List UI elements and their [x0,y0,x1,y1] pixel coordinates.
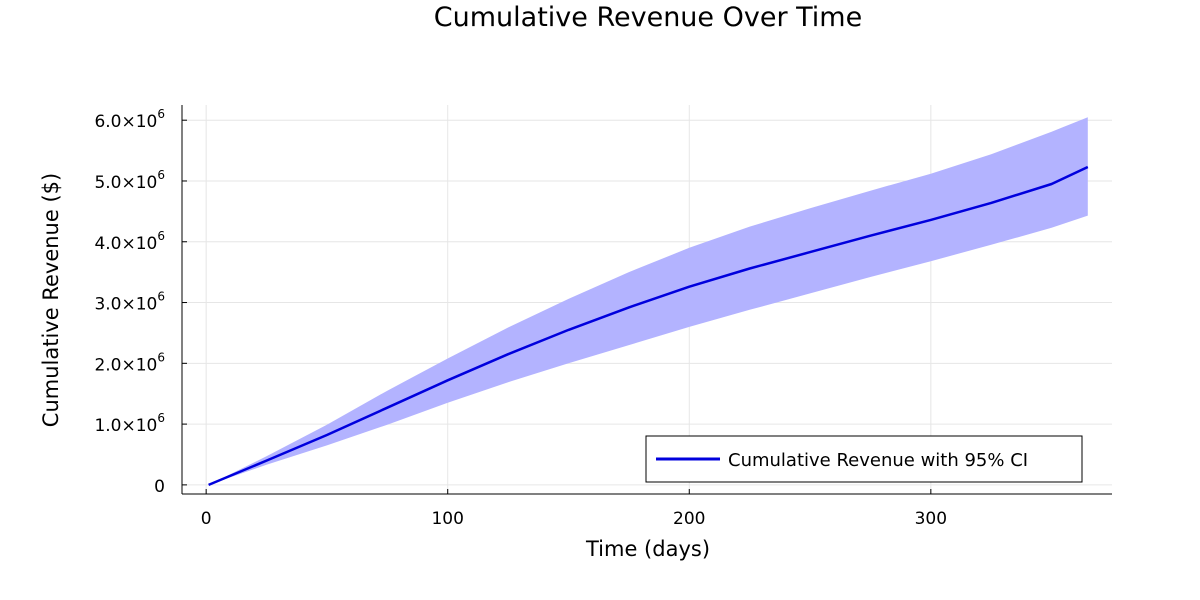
series-line-layer [208,165,1089,487]
y-tick-label-6: 6.0×106 [94,107,165,132]
series-line [208,165,1089,487]
y-tick-labels: 0 1.0×106 2.0×106 3.0×106 4.0×106 5.0×106 6.0×… [94,107,165,497]
x-tick-labels: 0 100 200 300 [201,509,947,529]
legend: Cumulative Revenue with 95% CI [645,435,1083,483]
x-axis-label: Time (days) [585,537,710,561]
y-tick-label-1: 1.0×106 [94,411,165,436]
y-tick-label-2: 2.0×106 [94,350,165,375]
y-tick-label-5: 5.0×106 [94,168,165,193]
y-tick-label-3: 3.0×106 [94,290,165,315]
y-tick-label-0: 0 [154,477,165,497]
x-tick-label-2: 200 [673,509,705,529]
y-axis-label: Cumulative Revenue ($) [39,173,63,427]
chart-title: Cumulative Revenue Over Time [434,2,862,33]
y-tick-label-4: 4.0×106 [94,229,165,254]
x-tick-label-3: 300 [915,509,947,529]
x-tick-label-0: 0 [201,509,212,529]
x-tick-label-1: 100 [431,509,463,529]
axes [181,105,1112,495]
legend-entry: Cumulative Revenue with 95% CI [728,450,1028,471]
